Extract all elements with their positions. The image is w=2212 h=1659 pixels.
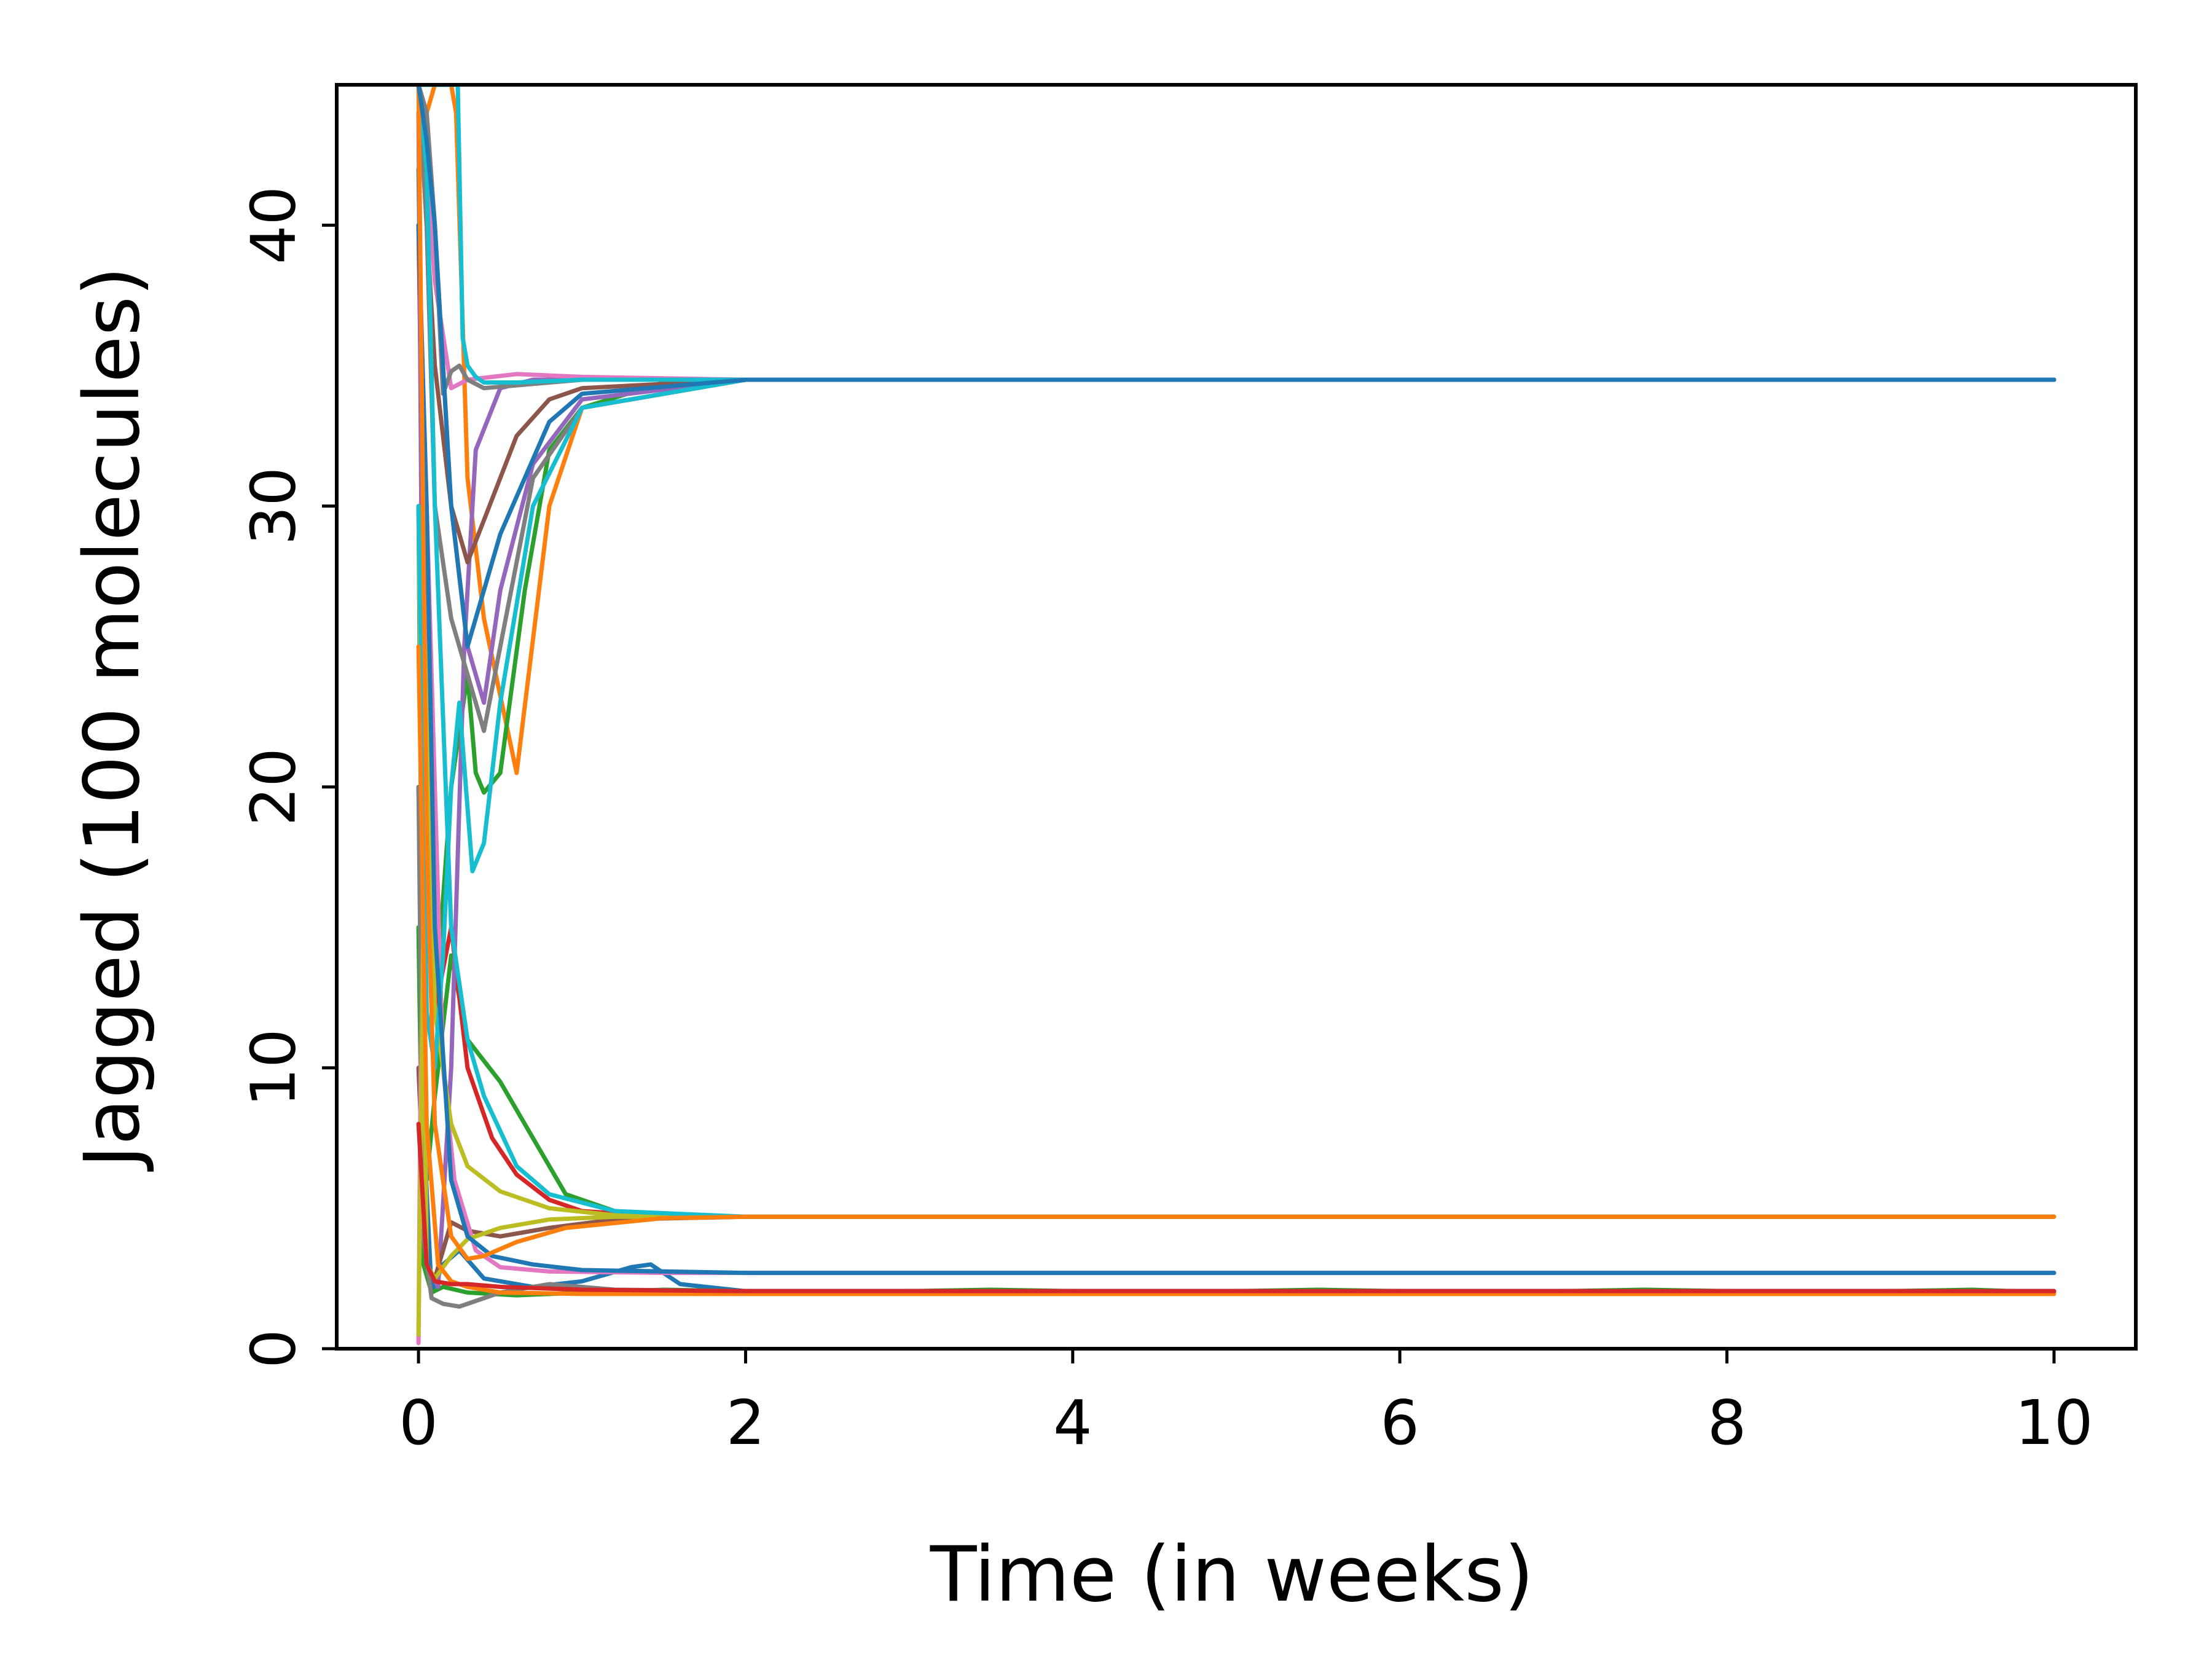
x-tick-label-5: 10 [2015,1387,2093,1459]
y-tick-label-1: 10 [238,1029,310,1107]
series-line-24 [416,1121,2057,1293]
series-line-17 [416,85,2057,385]
y-tick-label-3: 30 [238,467,310,545]
y-tick-label-2: 20 [238,748,310,826]
y-tick-label-4: 40 [238,186,310,264]
series-line-23 [416,85,2057,649]
series-line-20 [416,223,2057,1276]
x-axis-title: Time (in weeks) [930,1531,1534,1619]
y-tick-label-0: 0 [238,1329,310,1368]
series-layer [416,85,2057,1346]
x-tick-label-4: 8 [1708,1387,1747,1459]
series-line-22 [416,644,2057,1296]
series-line-21 [416,85,2057,1261]
y-axis: 0 10 20 30 40 [238,186,337,1368]
series-line-19 [416,85,2057,1219]
x-tick-label-3: 6 [1380,1387,1419,1459]
x-tick-label-2: 4 [1053,1387,1092,1459]
x-tick-label-0: 0 [399,1387,438,1459]
plot-frame [335,83,2138,1351]
x-tick-label-1: 2 [726,1387,766,1459]
x-axis: 0 2 4 6 8 10 [399,1349,2093,1459]
y-axis-title: Jagged (100 molecules) [68,267,157,1172]
